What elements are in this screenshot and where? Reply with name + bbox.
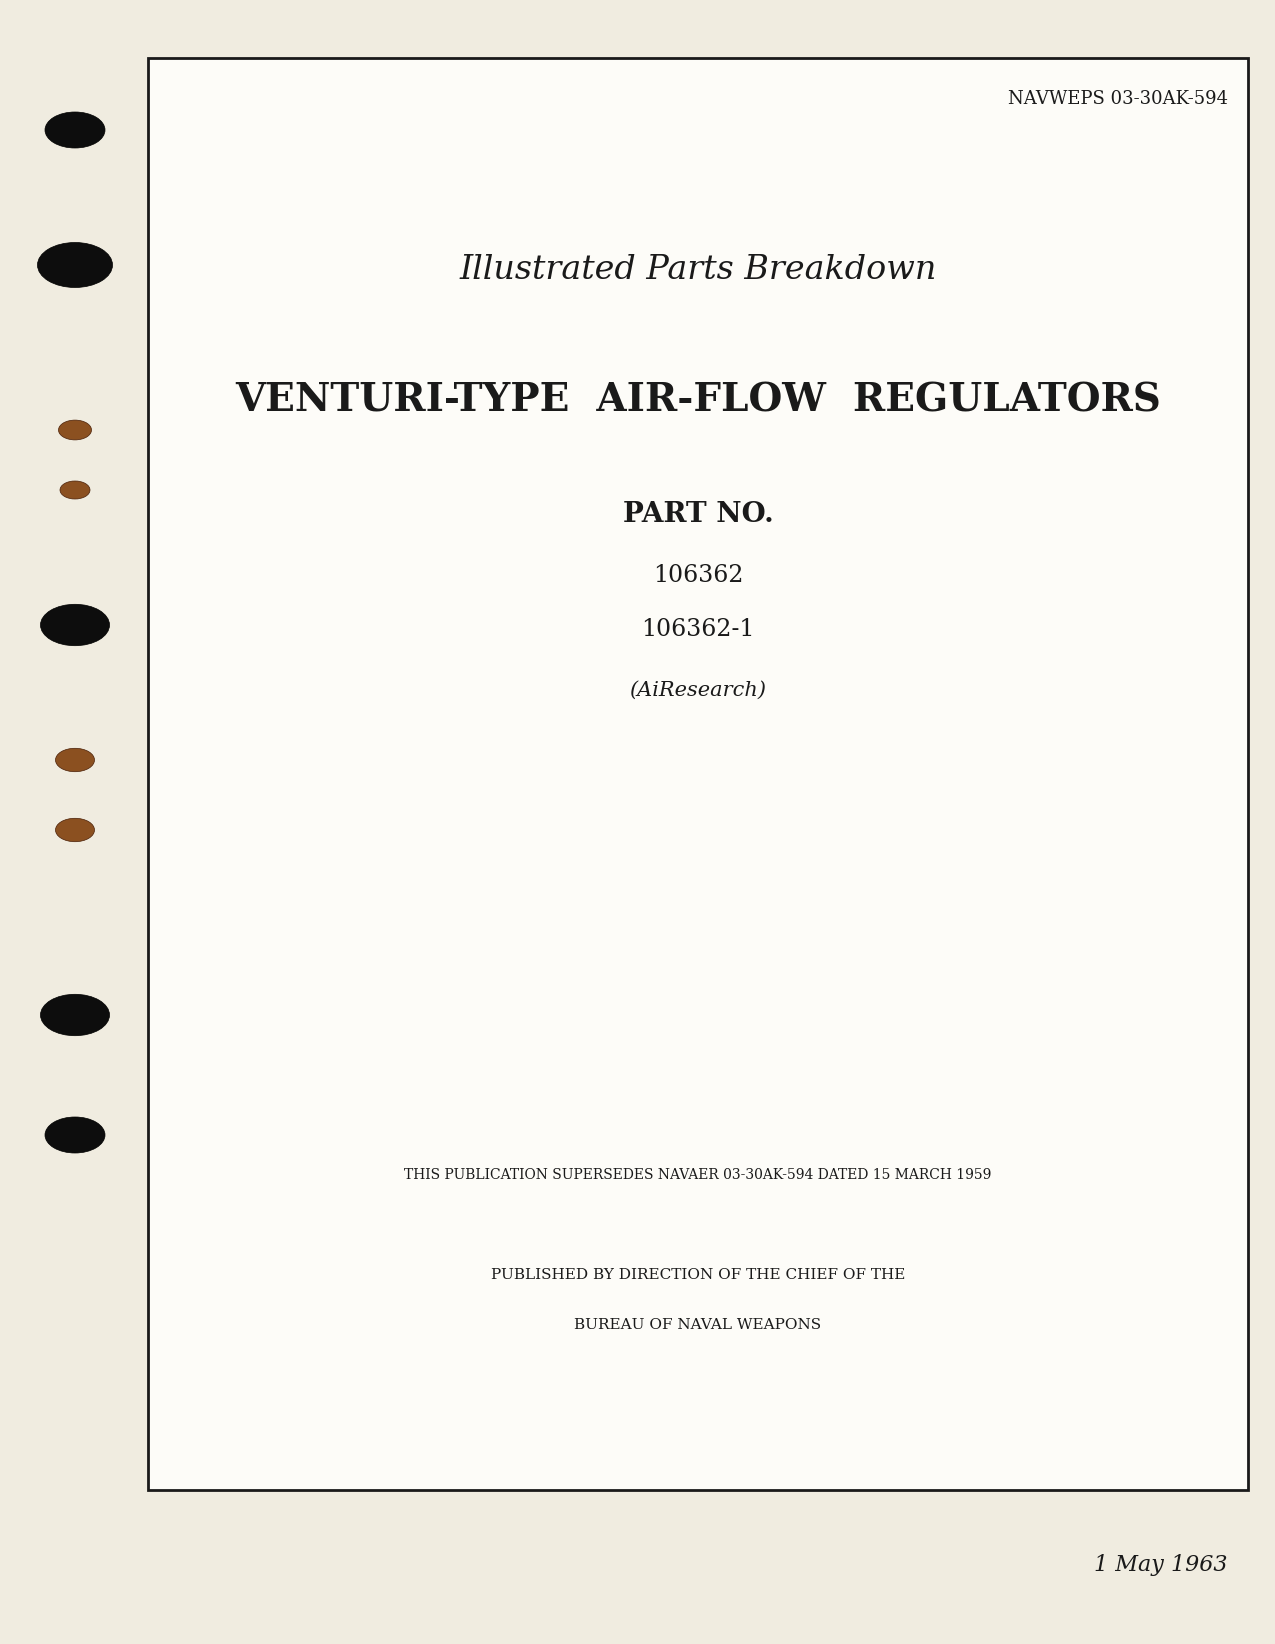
Ellipse shape: [59, 421, 92, 441]
Text: 1 May 1963: 1 May 1963: [1094, 1554, 1228, 1577]
Text: VENTURI-TYPE  AIR-FLOW  REGULATORS: VENTURI-TYPE AIR-FLOW REGULATORS: [235, 381, 1162, 419]
Text: NAVWEPS 03-30AK-594: NAVWEPS 03-30AK-594: [1009, 90, 1228, 109]
Ellipse shape: [60, 482, 91, 500]
Ellipse shape: [56, 819, 94, 842]
Text: THIS PUBLICATION SUPERSEDES NAVAER 03-30AK-594 DATED 15 MARCH 1959: THIS PUBLICATION SUPERSEDES NAVAER 03-30…: [404, 1167, 992, 1182]
Text: PART NO.: PART NO.: [622, 501, 774, 528]
Text: (AiResearch): (AiResearch): [630, 681, 766, 699]
Ellipse shape: [41, 995, 110, 1036]
Bar: [148, 58, 1248, 1489]
Text: BUREAU OF NAVAL WEAPONS: BUREAU OF NAVAL WEAPONS: [575, 1318, 821, 1332]
Text: 106362-1: 106362-1: [641, 618, 755, 641]
Ellipse shape: [41, 605, 110, 646]
Ellipse shape: [45, 1116, 105, 1152]
Text: Illustrated Parts Breakdown: Illustrated Parts Breakdown: [459, 255, 937, 286]
Ellipse shape: [45, 112, 105, 148]
Ellipse shape: [56, 748, 94, 771]
Ellipse shape: [37, 243, 112, 288]
Text: PUBLISHED BY DIRECTION OF THE CHIEF OF THE: PUBLISHED BY DIRECTION OF THE CHIEF OF T…: [491, 1268, 905, 1282]
Text: 106362: 106362: [653, 564, 743, 587]
